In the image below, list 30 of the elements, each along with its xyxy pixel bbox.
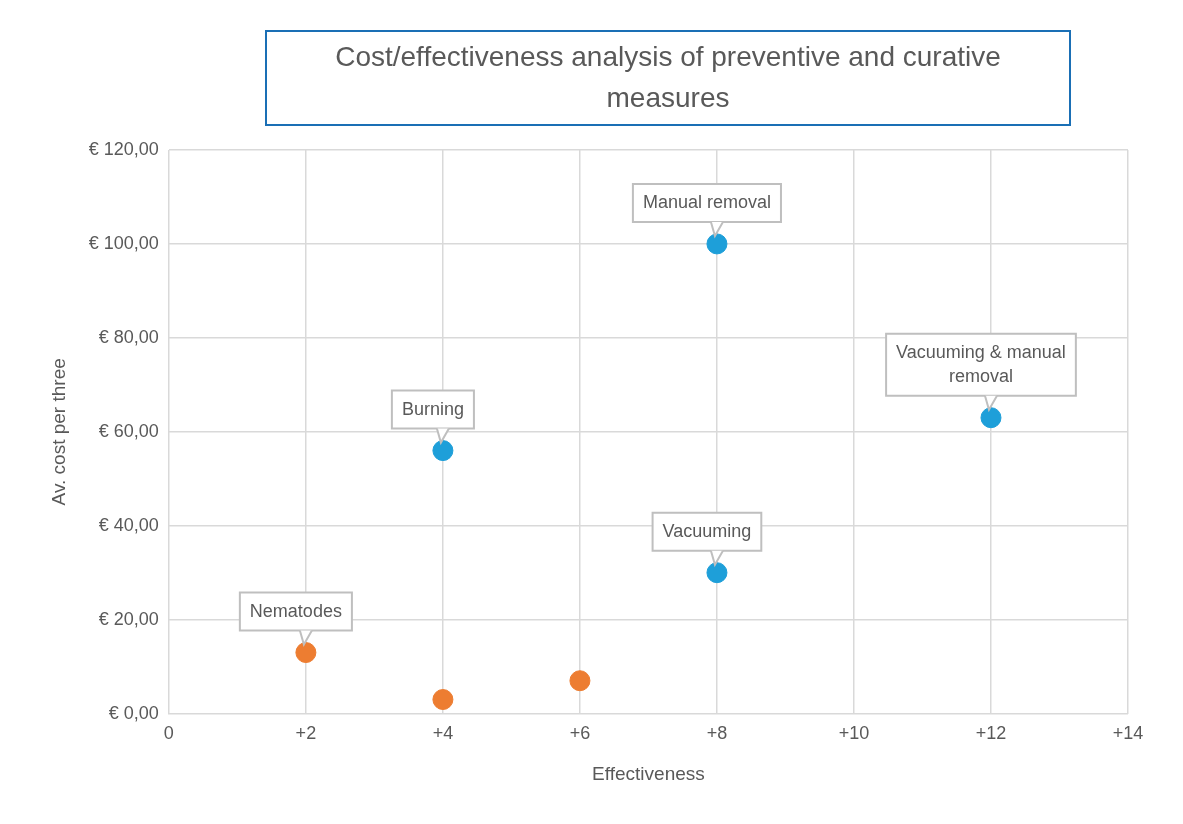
- y-tick-label: € 40,00: [98, 514, 159, 535]
- x-tick-label: +4: [432, 723, 454, 744]
- point: [295, 642, 317, 664]
- point: [706, 233, 728, 255]
- y-axis-title: Av. cost per three: [47, 358, 69, 506]
- point: [432, 440, 454, 462]
- x-tick-label: 0: [163, 723, 174, 744]
- y-tick-label: € 80,00: [98, 326, 159, 347]
- x-tick-label: +12: [975, 723, 1007, 744]
- annotation: Vacuuming: [662, 520, 752, 541]
- point: [980, 407, 1002, 429]
- annotation: Nematodes: [249, 600, 342, 621]
- x-axis-title: Effectiveness: [592, 762, 705, 784]
- y-tick-label: € 100,00: [88, 232, 159, 253]
- point: [432, 689, 454, 711]
- annotation: Vacuuming & manual removal: [896, 341, 1066, 386]
- y-tick-label: € 120,00: [88, 138, 159, 159]
- y-tick-label: € 60,00: [98, 420, 159, 441]
- x-tick-label: +8: [706, 723, 728, 744]
- x-tick-label: +2: [295, 723, 317, 744]
- chart-title: Cost/effectiveness analysis of preventive and curative measures: [265, 30, 1071, 126]
- x-tick-label: +14: [1112, 723, 1144, 744]
- point: [569, 670, 591, 692]
- y-tick-label: € 20,00: [98, 608, 159, 629]
- x-tick-label: +6: [569, 723, 591, 744]
- annotation: Burning: [401, 398, 464, 419]
- annotation: Manual removal: [642, 191, 771, 212]
- y-tick-label: € 0,00: [108, 702, 159, 723]
- point: [706, 562, 728, 584]
- x-tick-label: +10: [838, 723, 870, 744]
